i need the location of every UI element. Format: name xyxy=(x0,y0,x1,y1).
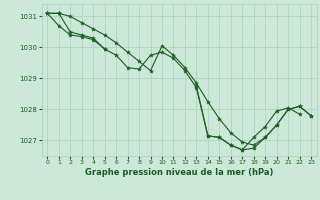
X-axis label: Graphe pression niveau de la mer (hPa): Graphe pression niveau de la mer (hPa) xyxy=(85,168,273,177)
